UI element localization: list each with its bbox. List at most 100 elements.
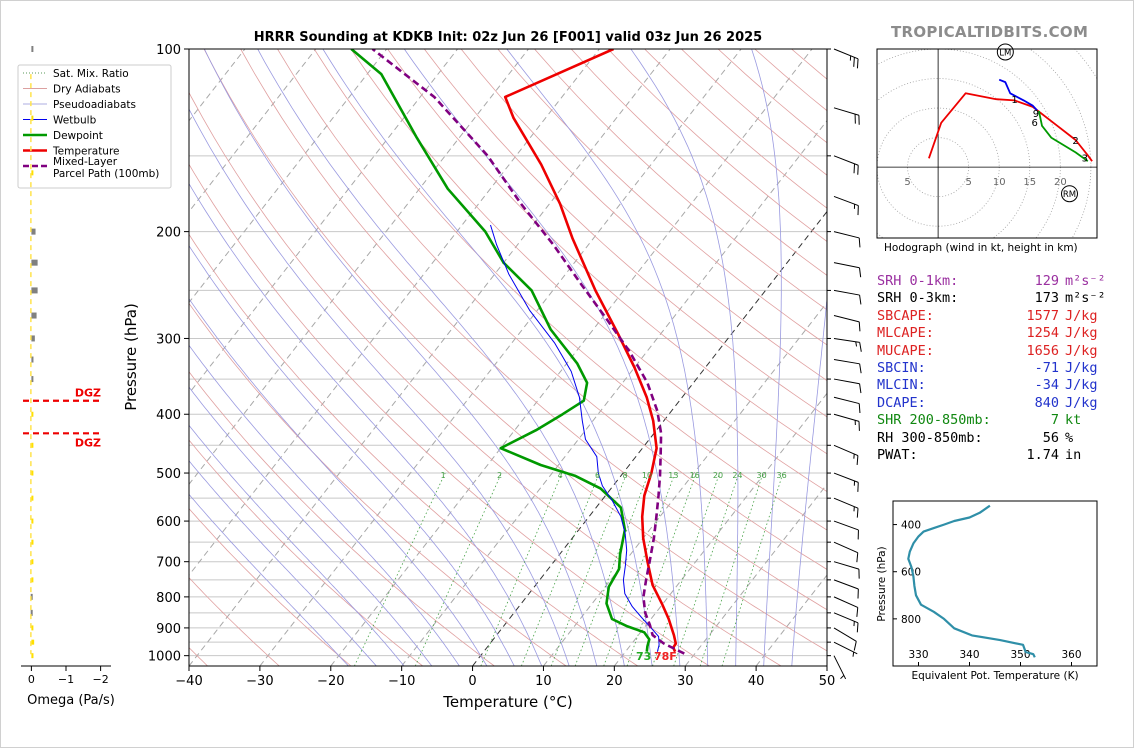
isotherm-line xyxy=(189,49,317,213)
mixing-ratio-line xyxy=(354,472,446,666)
moist-adiabat xyxy=(189,298,488,666)
dry-adiabat xyxy=(189,508,352,666)
index-unit: m²s⁻² xyxy=(1065,273,1106,289)
isotherm-line xyxy=(1,49,174,666)
omega-xlabel: Omega (Pa/s) xyxy=(27,693,115,708)
x-tick-label: 20 xyxy=(606,674,623,689)
y-tick-label: 300 xyxy=(156,332,181,347)
moist-adiabat xyxy=(791,294,827,666)
mixing-ratio-label: 6 xyxy=(595,471,600,480)
omega-tick-label: 0 xyxy=(28,673,35,686)
index-row: SBCIN: -71 J/kg xyxy=(877,360,1106,377)
x-tick-label: 10 xyxy=(535,674,552,689)
index-label: SHR 200-850mb: xyxy=(877,412,991,429)
hodo-ring-label: 20 xyxy=(1054,177,1067,188)
moist-adiabat xyxy=(189,245,515,666)
series-wetbulb xyxy=(490,224,660,652)
barb-staff xyxy=(833,561,860,570)
omega-bar xyxy=(31,442,34,448)
omega-bar xyxy=(31,639,35,645)
barb-flag xyxy=(856,552,859,563)
skewt-legend: Sat. Mix. Ratio Dry Adiabats Pseudoadiabat… xyxy=(17,64,172,189)
wind-barb xyxy=(833,195,859,216)
mixing-ratio-line xyxy=(521,472,600,666)
hodo-ring xyxy=(907,137,970,198)
mixing-ratio-line xyxy=(626,472,697,666)
barb-staff xyxy=(833,612,859,624)
legend-label-line: Dewpoint xyxy=(53,130,103,142)
omega-bar xyxy=(31,653,34,659)
moist-adiabat xyxy=(322,49,653,666)
wind-barb xyxy=(833,337,862,352)
hodo-ring xyxy=(877,107,1000,227)
index-value: 173 xyxy=(1034,290,1059,307)
wind-barb xyxy=(833,520,859,540)
dgz-label: DGZ xyxy=(75,436,101,449)
omega-bar xyxy=(31,625,34,631)
index-unit: J/kg xyxy=(1065,377,1098,394)
moist-adiabat xyxy=(189,460,377,666)
moist-adiabat xyxy=(204,49,598,666)
moist-adiabat xyxy=(751,49,782,666)
mixing-ratio-line xyxy=(603,472,676,666)
isotherm-line xyxy=(189,49,529,486)
hodo-marker-rm xyxy=(1061,185,1078,203)
index-unit: in xyxy=(1065,447,1082,464)
x-tick-label: −20 xyxy=(317,674,344,689)
x-tick-label: 30 xyxy=(677,674,694,689)
barb-staff xyxy=(833,641,858,655)
index-unit: m²s⁻² xyxy=(1065,290,1106,307)
hodo-marker-label: LM xyxy=(999,48,1011,58)
legend-label: Temperature xyxy=(52,146,120,158)
dry-adiabat xyxy=(189,439,423,666)
barb-flag xyxy=(859,383,862,394)
omega-bar xyxy=(31,312,37,319)
index-row: RH 300-850mb: 56% xyxy=(877,430,1106,447)
legend-label: Sat. Mix. Ratio xyxy=(53,68,129,80)
moist-adiabat xyxy=(189,344,460,666)
barb-staff xyxy=(833,337,860,343)
legend-label-line: Wetbulb xyxy=(53,115,97,127)
omega-bar xyxy=(31,287,38,294)
dry-adiabat xyxy=(240,49,827,611)
hodo-marker-lm xyxy=(996,43,1014,61)
hodo-height-label: 1 xyxy=(1011,95,1017,106)
moist-adiabat xyxy=(630,49,739,666)
y-tick-label: 600 xyxy=(156,515,181,530)
barb-flag xyxy=(853,641,857,651)
barb-staff xyxy=(833,231,860,239)
series-mixed-layer-parcel-path-100mb xyxy=(371,49,685,655)
barb-flag xyxy=(858,237,861,248)
wind-barb xyxy=(833,472,859,492)
dry-adiabat xyxy=(203,49,827,652)
wind-barb xyxy=(833,359,862,374)
index-row: DCAPE: 840 J/kg xyxy=(877,395,1106,412)
index-label: SRH 0-1km: xyxy=(877,273,959,289)
moist-adiabat xyxy=(189,386,433,666)
omega-bar xyxy=(31,115,34,121)
index-unit: J/kg xyxy=(1065,325,1098,342)
series-dewpoint xyxy=(350,49,651,652)
legend-label: Dewpoint xyxy=(53,130,103,142)
hodo-height-label: 3 xyxy=(1082,154,1088,165)
theta-e-y-tick-label: 800 xyxy=(901,614,921,626)
omega-bar xyxy=(31,495,34,501)
index-value: 1254 xyxy=(1026,325,1059,342)
omega-bar xyxy=(31,411,34,417)
legend-label-line: Dry Adiabats xyxy=(53,84,121,96)
theta-e-line xyxy=(907,504,1036,658)
moist-adiabat xyxy=(189,424,405,666)
wind-barb xyxy=(833,155,859,175)
theta-e-ylabel: Pressure (hPa) xyxy=(876,546,888,621)
hodo-frame xyxy=(876,48,1098,239)
mixing-ratio-label: 20 xyxy=(713,471,723,480)
wind-barb xyxy=(833,561,860,579)
barb-staff xyxy=(833,378,860,385)
omega-tick-label: −2 xyxy=(93,673,109,686)
mixing-ratio-line xyxy=(721,472,784,666)
hodo-ring-label: 15 xyxy=(1023,177,1036,188)
dry-adiabat xyxy=(189,302,567,666)
isotherm-line xyxy=(189,49,600,576)
barb-half-flag xyxy=(855,341,858,347)
mixing-ratio-line xyxy=(550,472,628,666)
